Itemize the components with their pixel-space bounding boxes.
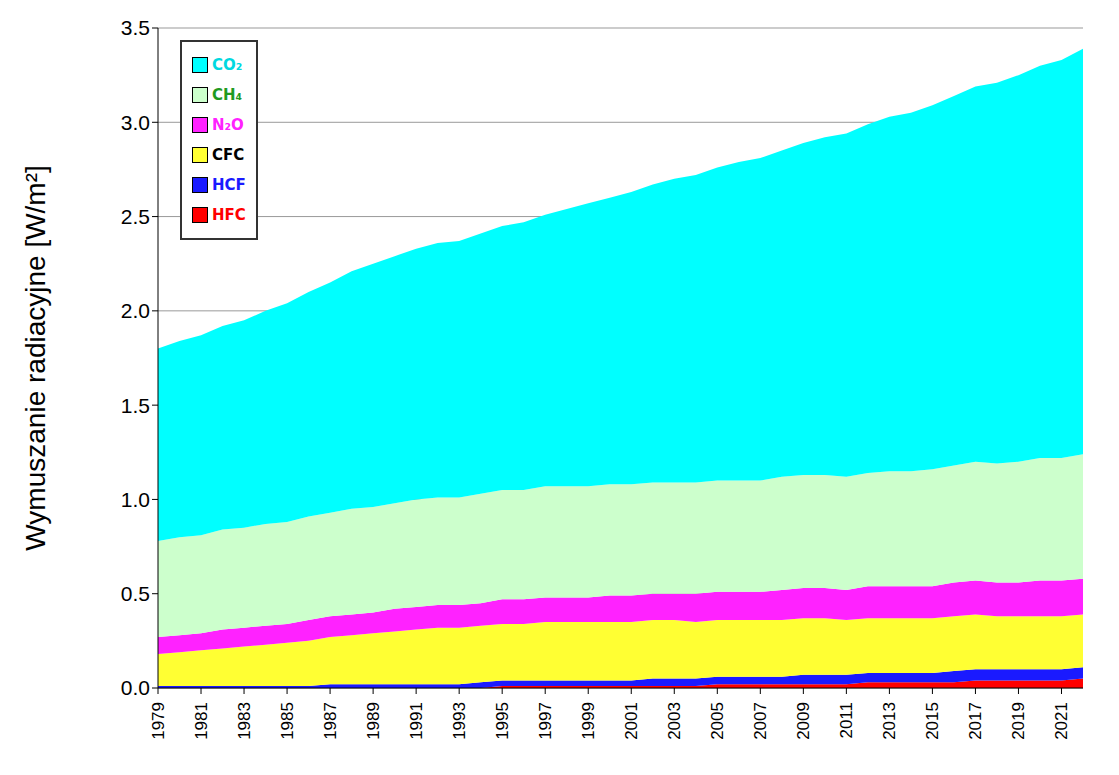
svg-text:2001: 2001 [622, 702, 641, 740]
svg-text:1995: 1995 [493, 702, 512, 740]
svg-text:3.5: 3.5 [121, 16, 150, 39]
svg-text:1985: 1985 [278, 702, 297, 740]
svg-text:Wymuszanie radiacyjne [W/m²]: Wymuszanie radiacyjne [W/m²] [20, 165, 51, 551]
svg-text:2009: 2009 [794, 702, 813, 740]
svg-text:2015: 2015 [923, 702, 942, 740]
svg-text:1.5: 1.5 [121, 394, 150, 417]
svg-text:2007: 2007 [751, 702, 770, 740]
html-text:HFC: HFC [212, 206, 246, 224]
svg-text:2011: 2011 [837, 702, 856, 739]
html-text:HCF: HCF [212, 176, 246, 194]
svg-text:1993: 1993 [450, 702, 469, 740]
svg-text:2.5: 2.5 [121, 205, 150, 228]
html-text:CH₄: CH₄ [212, 86, 243, 104]
svg-text:2019: 2019 [1009, 702, 1028, 740]
svg-text:0.0: 0.0 [121, 676, 150, 699]
svg-text:2003: 2003 [665, 702, 684, 740]
svg-text:2013: 2013 [880, 702, 899, 740]
svg-text:1999: 1999 [579, 702, 598, 740]
svg-text:1987: 1987 [321, 702, 340, 740]
svg-text:2021: 2021 [1052, 702, 1071, 740]
html-text:CFC: CFC [212, 146, 245, 164]
svg-text:1.0: 1.0 [121, 488, 150, 511]
svg-text:2017: 2017 [966, 702, 985, 740]
html-text:N₂O: N₂O [212, 116, 244, 134]
svg-text:1981: 1981 [192, 702, 211, 740]
svg-text:1997: 1997 [536, 702, 555, 740]
svg-text:3.0: 3.0 [121, 111, 150, 134]
svg-text:1989: 1989 [364, 702, 383, 740]
svg-text:0.5: 0.5 [121, 582, 150, 605]
html-text:CO₂: CO₂ [212, 56, 243, 74]
svg-text:2.0: 2.0 [121, 299, 150, 322]
svg-text:2005: 2005 [708, 702, 727, 740]
svg-text:1991: 1991 [407, 702, 426, 740]
svg-text:1979: 1979 [149, 702, 168, 740]
svg-text:1983: 1983 [235, 702, 254, 740]
